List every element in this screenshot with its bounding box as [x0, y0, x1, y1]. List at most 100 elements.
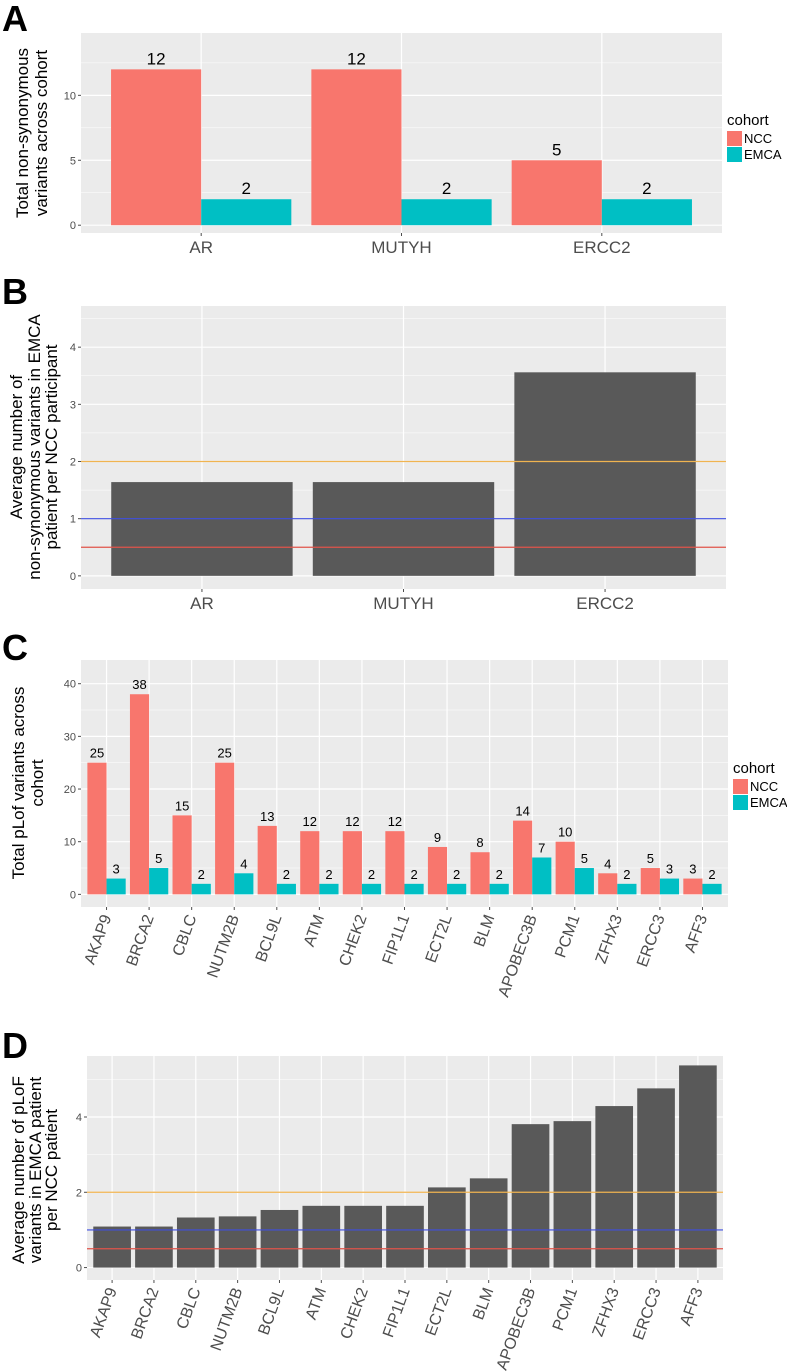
- bar-emca-brca2: [149, 868, 169, 895]
- bar-ncc-ercc2: [511, 160, 602, 226]
- y-axis-title: Total non-synonymous: [13, 48, 32, 218]
- data-label: 5: [581, 851, 588, 866]
- y-tick-label: 0: [70, 889, 76, 901]
- data-label: 3: [666, 862, 673, 877]
- y-axis-title: Average number of: [7, 375, 26, 520]
- panel-letter: A: [2, 0, 28, 39]
- data-label: 12: [147, 49, 166, 68]
- x-tick-label: AR: [190, 594, 214, 613]
- data-label: 2: [368, 867, 375, 882]
- legend-key-ncc: [733, 779, 748, 794]
- legend-label: EMCA: [750, 795, 787, 810]
- bar-emca-mutyh: [401, 199, 492, 226]
- bar-mutyh: [312, 482, 495, 576]
- data-label: 4: [604, 856, 611, 871]
- y-tick-label: 2: [70, 457, 76, 469]
- bar-atm: [302, 1205, 341, 1268]
- y-tick-label: 20: [64, 784, 76, 796]
- bar-ncc-cblc: [172, 815, 192, 895]
- bar-emca-akap9: [106, 878, 126, 895]
- bar-ncc-zfhx3: [598, 873, 618, 895]
- panel-letter: D: [2, 1025, 28, 1066]
- x-tick-label: BLM: [471, 913, 498, 950]
- bar-emca-fip1l1: [404, 883, 424, 895]
- data-label: 12: [388, 814, 402, 829]
- y-tick-label: 2: [76, 1187, 82, 1199]
- data-label: 4: [240, 856, 247, 871]
- data-label: 2: [496, 867, 503, 882]
- y-axis-title: variants across cohort: [32, 50, 51, 217]
- bar-blm: [469, 1178, 508, 1268]
- bar-brca2: [135, 1226, 173, 1268]
- y-tick-label: 0: [70, 571, 76, 583]
- panel-letter: C: [2, 627, 28, 668]
- data-label: 38: [132, 677, 146, 692]
- data-label: 3: [112, 862, 119, 877]
- data-label: 2: [410, 867, 417, 882]
- bar-emca-nutm2b: [234, 873, 254, 895]
- bar-ncc-apobec3b: [513, 820, 533, 895]
- x-tick-label: ECT2L: [423, 1285, 456, 1338]
- bar-ncc-bcl9l: [257, 825, 277, 895]
- data-label: 2: [283, 867, 290, 882]
- x-tick-label: PCM1: [550, 1285, 581, 1333]
- bar-emca-ect2l: [447, 883, 467, 895]
- bar-ncc-ect2l: [427, 846, 448, 895]
- y-tick-label: 0: [76, 1263, 82, 1275]
- bar-emca-ercc3: [659, 878, 680, 895]
- y-axis-title: Average number of pLoF: [9, 1076, 28, 1264]
- bar-ncc-aff3: [683, 878, 703, 895]
- x-tick-label: ATM: [301, 913, 328, 949]
- bar-ncc-ercc3: [640, 868, 660, 895]
- x-tick-label: CBLC: [174, 1286, 205, 1332]
- y-tick-label: 0: [70, 220, 76, 232]
- data-label: 2: [198, 867, 205, 882]
- x-tick-label: BRCA2: [124, 912, 158, 968]
- y-tick-label: 3: [70, 399, 76, 411]
- bar-emca-ercc2: [601, 199, 692, 226]
- legend-label: NCC: [744, 131, 772, 146]
- bar-emca-pcm1: [574, 868, 594, 895]
- x-tick-label: BRCA2: [128, 1285, 162, 1341]
- bar-emca-chek2: [361, 883, 382, 895]
- x-tick-label: MUTYH: [373, 594, 433, 613]
- x-tick-label: BLM: [470, 1286, 497, 1323]
- legend-label: EMCA: [744, 147, 782, 162]
- x-tick-label: ECT2L: [423, 912, 456, 965]
- y-axis-title: non-synonymous variants in EMCA: [25, 314, 44, 580]
- data-label: 25: [217, 746, 231, 761]
- y-tick-label: 10: [64, 90, 76, 102]
- y-tick-label: 4: [70, 342, 76, 354]
- x-tick-label: PCM1: [552, 912, 583, 960]
- data-label: 2: [623, 867, 630, 882]
- data-label: 2: [442, 179, 451, 198]
- x-tick-label: ATM: [303, 1286, 330, 1322]
- y-tick-label: 1: [70, 514, 76, 526]
- legend-title: cohort: [727, 112, 770, 129]
- bar-emca-bcl9l: [276, 883, 296, 895]
- data-label: 2: [453, 867, 460, 882]
- legend-key-emca: [733, 795, 748, 810]
- bar-ercc2: [514, 372, 696, 576]
- bar-bcl9l: [260, 1209, 299, 1268]
- data-label: 12: [303, 814, 317, 829]
- bar-emca-atm: [319, 883, 339, 895]
- bar-ncc-blm: [470, 852, 490, 895]
- bar-apobec3b: [511, 1124, 550, 1268]
- data-label: 25: [90, 746, 104, 761]
- x-tick-label: AKAP9: [87, 1285, 121, 1339]
- x-tick-label: ERCC2: [573, 238, 631, 257]
- bar-ncc-brca2: [129, 694, 150, 895]
- y-axis-title: variants in EMCA patient: [26, 1077, 45, 1263]
- data-label: 7: [538, 840, 545, 855]
- data-label: 5: [155, 851, 162, 866]
- bar-zfhx3: [595, 1106, 634, 1268]
- panel-letter: B: [2, 271, 28, 312]
- bar-ncc-mutyh: [311, 69, 402, 226]
- panel-d: D 0 2 4 AKAP9 BRCA2 CBLC NUTM2B BCL9L ATM CHEK2 FIP…: [2, 1025, 723, 1371]
- panel-b: B 0 1 2 3 4 AR MUTYH ERCC2 Average number of non-s…: [2, 271, 726, 613]
- legend-label: NCC: [750, 779, 778, 794]
- panel-a: A 0 5 10 12 12 5 2 2 2 AR MUTYH ERCC2 Total non-synon…: [2, 0, 782, 257]
